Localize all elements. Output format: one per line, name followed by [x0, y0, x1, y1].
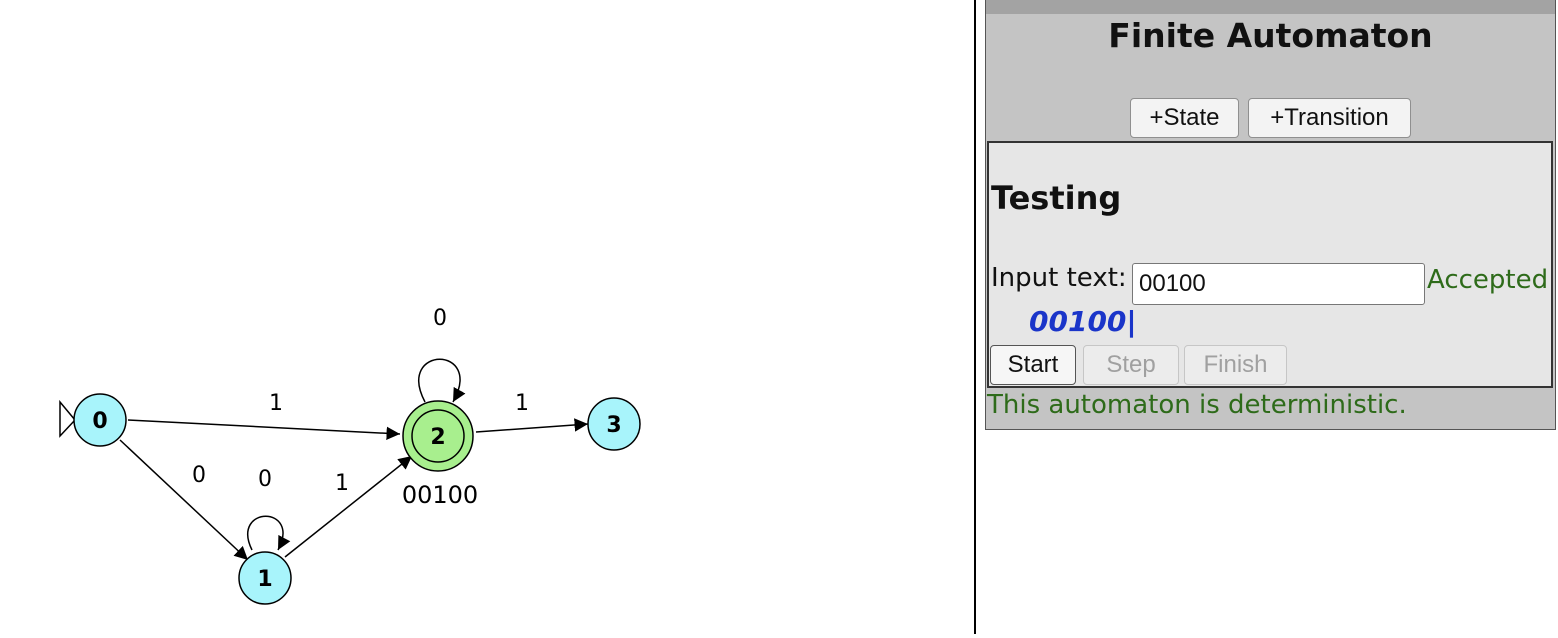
state-label: 3: [606, 413, 621, 438]
control-panel: Finite Automaton +State +Transition Test…: [985, 0, 1556, 430]
state-2[interactable]: 2: [402, 400, 474, 472]
transition-label: 0: [433, 306, 447, 331]
transition-1-1[interactable]: [247, 515, 291, 551]
state-input-annotation: 00100: [402, 481, 478, 509]
state-1[interactable]: 1: [238, 551, 292, 605]
result-status: Accepted: [1427, 265, 1549, 295]
transition-2-2[interactable]: [418, 358, 466, 403]
transition-label: 1: [269, 391, 283, 416]
transition-1-2[interactable]: [284, 455, 413, 558]
transition-0-2[interactable]: [127, 419, 401, 441]
step-button[interactable]: Step: [1083, 345, 1179, 385]
input-trace: 00100|: [1029, 305, 1137, 338]
transition-label: 0: [192, 463, 206, 488]
input-text-label: Input text:: [991, 263, 1127, 293]
transition-0-1[interactable]: [119, 439, 249, 561]
finish-button[interactable]: Finish: [1184, 345, 1287, 385]
panel-top-bar: [986, 0, 1555, 14]
transition-2-3[interactable]: [475, 418, 589, 433]
testing-section: Testing Input text: Accepted 00100| Star…: [987, 141, 1553, 388]
automaton-canvas[interactable]: 1 0 0 1 0 1 0 1 2 00100 3: [0, 0, 974, 634]
add-transition-button[interactable]: +Transition: [1248, 98, 1411, 138]
state-0[interactable]: 0: [73, 393, 127, 447]
transition-label: 1: [335, 471, 349, 496]
transition-label: 1: [515, 391, 529, 416]
panel-title: Finite Automaton: [1108, 16, 1433, 55]
transition-label: 0: [258, 467, 272, 492]
start-button[interactable]: Start: [990, 345, 1076, 385]
state-label: 2: [430, 425, 445, 450]
state-label: 0: [92, 409, 107, 434]
automaton-graph[interactable]: 1 0 0 1 0 1 0 1 2 00100 3: [0, 0, 974, 634]
testing-heading: Testing: [991, 179, 1122, 217]
add-state-button[interactable]: +State: [1130, 98, 1239, 138]
state-3[interactable]: 3: [587, 397, 641, 451]
panel-divider[interactable]: [974, 0, 976, 634]
state-label: 1: [257, 567, 272, 592]
start-state-arrow-icon: [59, 399, 77, 438]
determinism-status: This automaton is deterministic.: [987, 390, 1407, 420]
input-text-field[interactable]: [1132, 263, 1425, 305]
